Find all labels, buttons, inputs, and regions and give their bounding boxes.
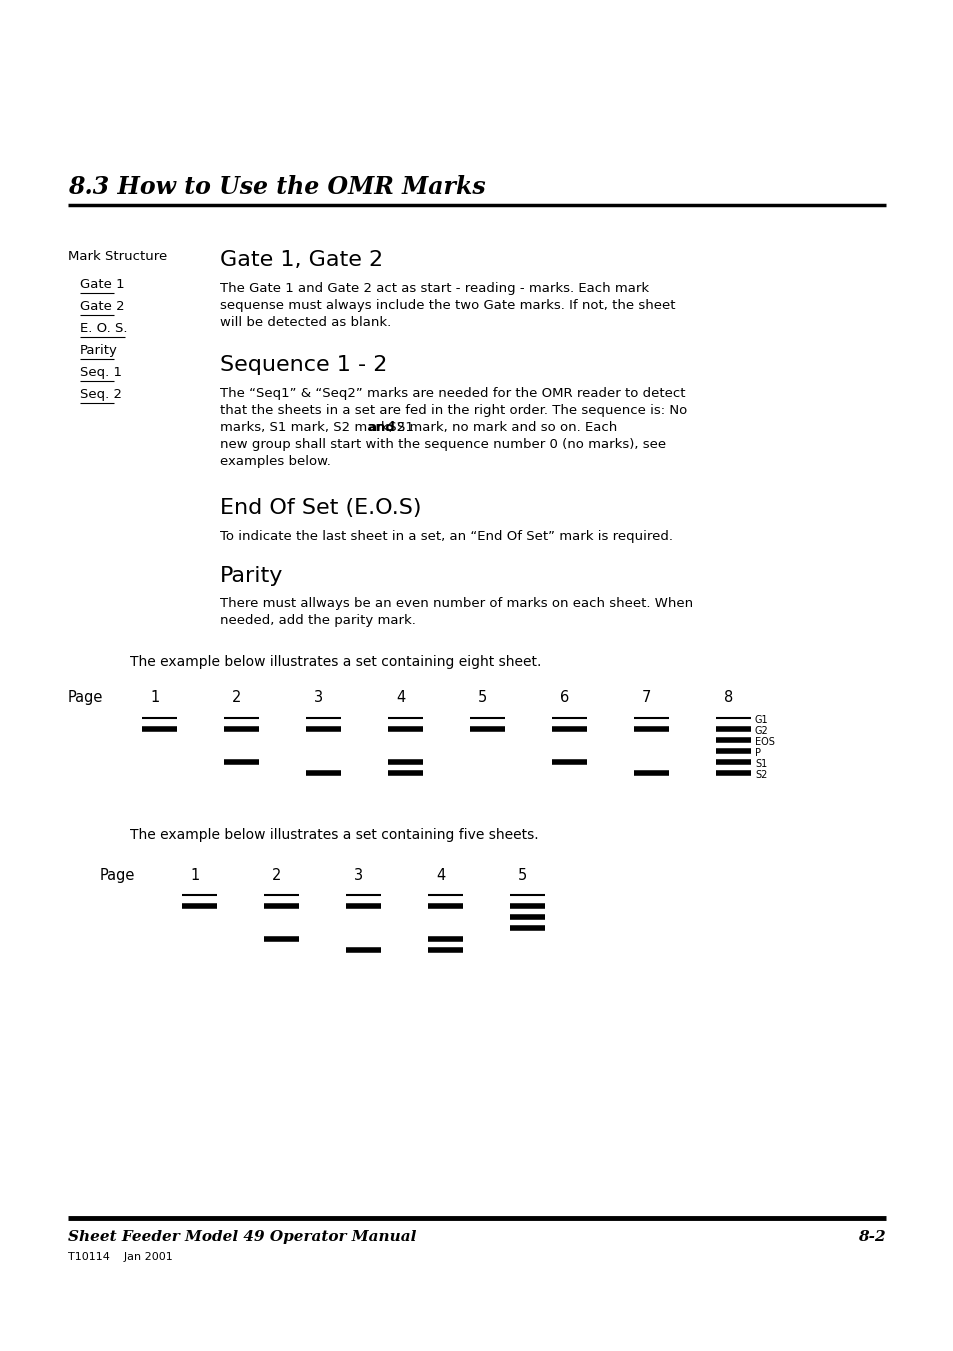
Text: 8-2: 8-2 <box>858 1229 885 1244</box>
Text: 5: 5 <box>517 867 527 884</box>
Text: The example below illustrates a set containing eight sheet.: The example below illustrates a set cont… <box>130 655 540 669</box>
Text: 8.3 How to Use the OMR Marks: 8.3 How to Use the OMR Marks <box>68 176 485 199</box>
Text: 2: 2 <box>232 690 241 705</box>
Text: that the sheets in a set are fed in the right order. The sequence is: No: that the sheets in a set are fed in the … <box>220 404 686 417</box>
Text: T10114    Jan 2001: T10114 Jan 2001 <box>68 1252 172 1262</box>
Text: G2: G2 <box>754 725 768 736</box>
Text: There must allways be an even number of marks on each sheet. When: There must allways be an even number of … <box>220 597 693 611</box>
Text: The Gate 1 and Gate 2 act as start - reading - marks. Each mark: The Gate 1 and Gate 2 act as start - rea… <box>220 282 648 295</box>
Text: S1: S1 <box>754 759 766 769</box>
Text: Gate 1, Gate 2: Gate 1, Gate 2 <box>220 250 383 270</box>
Text: Sequence 1 - 2: Sequence 1 - 2 <box>220 355 387 376</box>
Text: and: and <box>367 422 395 434</box>
Text: Mark Structure: Mark Structure <box>68 250 167 263</box>
Text: Gate 1: Gate 1 <box>80 278 125 290</box>
Text: EOS: EOS <box>754 738 774 747</box>
Text: needed, add the parity mark.: needed, add the parity mark. <box>220 613 416 627</box>
Text: Page: Page <box>68 690 103 705</box>
Text: E. O. S.: E. O. S. <box>80 322 128 335</box>
Text: Gate 2: Gate 2 <box>80 300 125 313</box>
Text: 5: 5 <box>477 690 487 705</box>
Text: sequense must always include the two Gate marks. If not, the sheet: sequense must always include the two Gat… <box>220 299 675 312</box>
Text: 8: 8 <box>723 690 733 705</box>
Text: 3: 3 <box>314 690 323 705</box>
Text: examples below.: examples below. <box>220 455 331 467</box>
Text: marks, S1 mark, S2 mark, S1: marks, S1 mark, S2 mark, S1 <box>220 422 417 434</box>
Text: The example below illustrates a set containing five sheets.: The example below illustrates a set cont… <box>130 828 538 842</box>
Text: 1: 1 <box>190 867 199 884</box>
Text: S2 mark, no mark and so on. Each: S2 mark, no mark and so on. Each <box>384 422 617 434</box>
Text: End Of Set (E.O.S): End Of Set (E.O.S) <box>220 499 421 517</box>
Text: S2: S2 <box>754 770 766 780</box>
Text: will be detected as blank.: will be detected as blank. <box>220 316 391 330</box>
Text: 1: 1 <box>150 690 159 705</box>
Text: 7: 7 <box>641 690 651 705</box>
Text: 4: 4 <box>436 867 445 884</box>
Text: Sheet Feeder Model 49 Operator Manual: Sheet Feeder Model 49 Operator Manual <box>68 1229 416 1244</box>
Text: P: P <box>754 748 760 758</box>
Text: Page: Page <box>100 867 135 884</box>
Text: G1: G1 <box>754 715 768 725</box>
Text: Parity: Parity <box>220 566 283 586</box>
Text: Seq. 2: Seq. 2 <box>80 388 122 401</box>
Text: 4: 4 <box>395 690 405 705</box>
Text: 3: 3 <box>354 867 363 884</box>
Text: new group shall start with the sequence number 0 (no marks), see: new group shall start with the sequence … <box>220 438 665 451</box>
Text: The “Seq1” & “Seq2” marks are needed for the OMR reader to detect: The “Seq1” & “Seq2” marks are needed for… <box>220 386 685 400</box>
Text: To indicate the last sheet in a set, an “End Of Set” mark is required.: To indicate the last sheet in a set, an … <box>220 530 672 543</box>
Text: 6: 6 <box>559 690 569 705</box>
Text: Seq. 1: Seq. 1 <box>80 366 122 380</box>
Text: Parity: Parity <box>80 345 118 357</box>
Text: 2: 2 <box>272 867 281 884</box>
